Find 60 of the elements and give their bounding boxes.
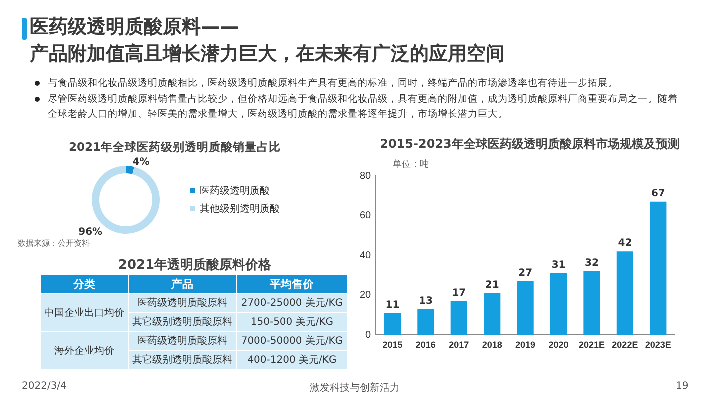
data-label: 13 <box>418 296 433 307</box>
text: 海外企业均价 <box>54 346 114 356</box>
text: 2700-25000 美元/KG <box>241 298 344 309</box>
bar <box>650 202 667 336</box>
x-tick-label: 2021E <box>578 340 605 350</box>
x-tick-label: 2020 <box>548 340 569 350</box>
text: 其它级别透明质酸原料 <box>132 317 233 328</box>
text: 与食品级和化妆品级透明质酸相比，医药级透明质酸原料生产具有更高的标准，同时，终端产品的市场渗透率也有待进一步拓展。 <box>48 78 618 89</box>
bar <box>550 274 568 336</box>
x-tick-label: 2017 <box>449 340 470 350</box>
text: 7000-50000 美元/KG <box>241 336 344 347</box>
text: 单位：吨 <box>393 158 429 171</box>
text: 医药级透明质酸原料 <box>138 336 228 347</box>
legend-label: 其他级别透明质酸 <box>200 202 280 215</box>
bar <box>616 252 634 336</box>
text: 激发科技与创新活力 <box>310 383 400 394</box>
data-label: 31 <box>552 260 566 272</box>
data-label: 21 <box>485 280 500 292</box>
bar <box>450 301 468 336</box>
text: 中国企业出口均价 <box>44 308 124 318</box>
x-tick-label: 2018 <box>482 340 502 350</box>
data-label: 96% <box>78 227 103 238</box>
data-label: 11 <box>386 300 400 311</box>
category-label: 分类 <box>40 274 128 294</box>
text: 尽管医药级透明质酸原料销售量占比较少，但价格却远高于食品级和化妆品级，具有更高的附加值，成为透明质酸原料厂商重要布局之一。随着全球老龄人口的增加、轻医美的需求量增大，医药级透明质酸的需求量将逐年提升，市场增长潜力巨大。 <box>48 94 678 120</box>
category-label: 平均售价 <box>236 274 348 294</box>
chart-title: 2021年全球医药级别透明质酸销量占比 <box>68 140 282 155</box>
x-tick-label: 2019 <box>516 340 536 350</box>
y-tick-label: 80 <box>360 170 372 182</box>
category-label: 产品 <box>128 274 237 294</box>
data-label: 4% <box>132 156 150 168</box>
text: 150-500 美元/KG <box>250 317 334 328</box>
source-note: 数据来源：公开资料 <box>18 238 90 249</box>
text: 医药级透明质酸原料 <box>138 298 228 309</box>
y-tick-label: 0 <box>366 330 372 341</box>
text: 400-1200 美元/KG <box>248 355 337 366</box>
data-label: 32 <box>585 258 599 270</box>
text: 19 <box>676 381 689 392</box>
text: 2022/3/4 <box>22 381 67 392</box>
bar <box>418 309 434 336</box>
y-tick-label: 40 <box>360 250 372 262</box>
bar <box>384 313 402 336</box>
x-tick-label: 2015 <box>382 340 403 350</box>
chart-title: 2015-2023年全球医药级透明质酸原料市场规模及预测 <box>379 136 681 153</box>
text: 医药级透明质酸原料—— 产品附加值高且增长潜力巨大，在未来有广泛的应用空间 <box>30 15 505 67</box>
data-label: 67 <box>651 188 666 200</box>
y-tick-label: 20 <box>360 290 372 302</box>
text: 其它级别透明质酸原料 <box>132 355 233 366</box>
y-tick-label: 60 <box>360 210 372 222</box>
x-tick-label: 2023E <box>645 340 672 350</box>
x-tick-label: 2016 <box>416 340 436 350</box>
text: 2021年透明质酸原料价格 <box>117 257 273 274</box>
x-tick-label: 2022E <box>612 340 638 350</box>
bar <box>517 281 534 336</box>
bar <box>484 293 501 336</box>
data-label: 27 <box>518 268 533 280</box>
data-label: 17 <box>452 288 466 299</box>
bar <box>584 272 600 336</box>
data-label: 42 <box>618 238 632 250</box>
legend-label: 医药级透明质酸 <box>200 184 270 197</box>
